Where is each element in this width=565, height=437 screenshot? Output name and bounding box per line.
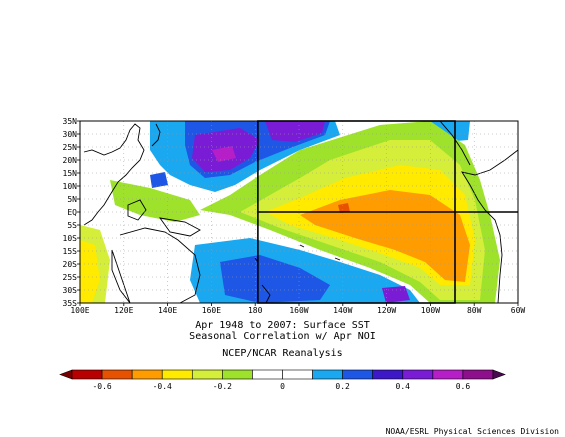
colorbar-label: 0 xyxy=(280,382,285,391)
maritime-continent-green xyxy=(110,180,200,222)
nz-coast xyxy=(261,284,271,304)
colorbar-swatch xyxy=(222,369,253,380)
indian-ocean-weak-negative xyxy=(80,240,100,303)
sw-pacific-peak xyxy=(382,286,410,303)
borneo-coast xyxy=(127,199,147,221)
colorbar-label: 0.6 xyxy=(456,382,471,391)
colorbar-swatch xyxy=(101,369,133,380)
lat-label: 20S xyxy=(63,260,78,269)
colorbar-label: -0.4 xyxy=(153,382,172,391)
colorbar-label: 0.4 xyxy=(396,382,411,391)
asia-coast xyxy=(83,123,145,226)
lat-label: EQ xyxy=(67,208,77,217)
caption-line-1: Apr 1948 to 2007: Surface SST xyxy=(195,320,370,331)
lat-label: 30N xyxy=(63,130,78,139)
lat-label: 5N xyxy=(67,195,77,204)
colorbar-low-arrow xyxy=(59,369,73,380)
colorbar-label: -0.6 xyxy=(92,382,111,391)
nw-pacific-peak-region-2 xyxy=(265,121,325,142)
lat-label: 10N xyxy=(63,182,78,191)
east-pacific-core xyxy=(338,203,350,213)
colorbar-swatch xyxy=(191,369,223,380)
credit-text: NOAA/ESRL Physical Sciences Division xyxy=(385,427,559,436)
colorbar xyxy=(59,369,506,380)
lon-label: 60W xyxy=(511,306,526,315)
axis-ticks xyxy=(77,120,519,306)
lat-label: 15N xyxy=(63,169,78,178)
lat-label: 35S xyxy=(63,299,78,308)
lat-label: 35N xyxy=(63,117,78,126)
west-pacific-blue-patch xyxy=(150,172,168,188)
colorbar-label: 0.2 xyxy=(335,382,350,391)
sw-pacific-strong-region xyxy=(220,255,330,303)
colorbar-high-arrow xyxy=(492,369,506,380)
colorbar-swatch xyxy=(131,369,163,380)
colorbar-swatch xyxy=(252,369,283,380)
colorbar-swatch xyxy=(282,369,313,380)
nw-pacific-max xyxy=(212,146,236,162)
lon-label: 140E xyxy=(158,306,177,315)
lat-label: 5S xyxy=(67,221,77,230)
gridlines xyxy=(80,121,518,303)
colorbar-swatch xyxy=(71,369,103,380)
east-pacific-strong-negative xyxy=(300,190,470,282)
coastlines xyxy=(83,120,519,304)
lon-label: 120E xyxy=(114,306,133,315)
lon-label: 140W xyxy=(333,306,352,315)
caption-line-3: NCEP/NCAR Reanalysis xyxy=(222,348,343,359)
lat-label: 15S xyxy=(63,247,78,256)
lon-label: 160E xyxy=(202,306,221,315)
colorbar-swatch xyxy=(161,369,193,380)
colorbar-label: -0.2 xyxy=(213,382,232,391)
lat-label: 10S xyxy=(63,234,78,243)
colorbar-swatch xyxy=(372,369,404,380)
lat-label: 20N xyxy=(63,156,78,165)
lon-label: 100W xyxy=(421,306,440,315)
colorbar-swatch xyxy=(312,369,343,380)
americas-coast xyxy=(461,149,519,304)
colorbar-swatch xyxy=(432,369,464,380)
colorbar-swatch xyxy=(462,369,494,380)
colorbar-swatch xyxy=(402,369,434,380)
lon-label: 160W xyxy=(289,306,308,315)
new-guinea-coast xyxy=(159,217,201,237)
longitude-labels: 100E 120E 140E 160E 180 160W 140W 120W 100W 80W 60… xyxy=(70,306,525,315)
lat-label: 25N xyxy=(63,143,78,152)
latitude-labels: 35N 30N 25N 20N 15N 10N 5N EQ 5S 10S 15S 20S 25S 30S 3… xyxy=(63,117,78,308)
lat-label: 25S xyxy=(63,273,78,282)
lon-label: 180 xyxy=(248,306,263,315)
colorbar-labels: -0.6 -0.4 -0.2 0 0.2 0.4 0.6 xyxy=(92,382,470,391)
lon-label: 100E xyxy=(70,306,89,315)
lon-label: 80W xyxy=(467,306,482,315)
lon-label: 120W xyxy=(377,306,396,315)
east-pacific-blue-patch xyxy=(430,121,470,142)
australia-coast xyxy=(111,227,201,304)
japan-coast xyxy=(151,123,161,147)
colorbar-swatch xyxy=(342,369,374,380)
lat-label: 30S xyxy=(63,286,78,295)
caption-line-2: Seasonal Correlation w/ Apr NOI xyxy=(189,331,376,342)
north-america-coast xyxy=(439,120,471,166)
